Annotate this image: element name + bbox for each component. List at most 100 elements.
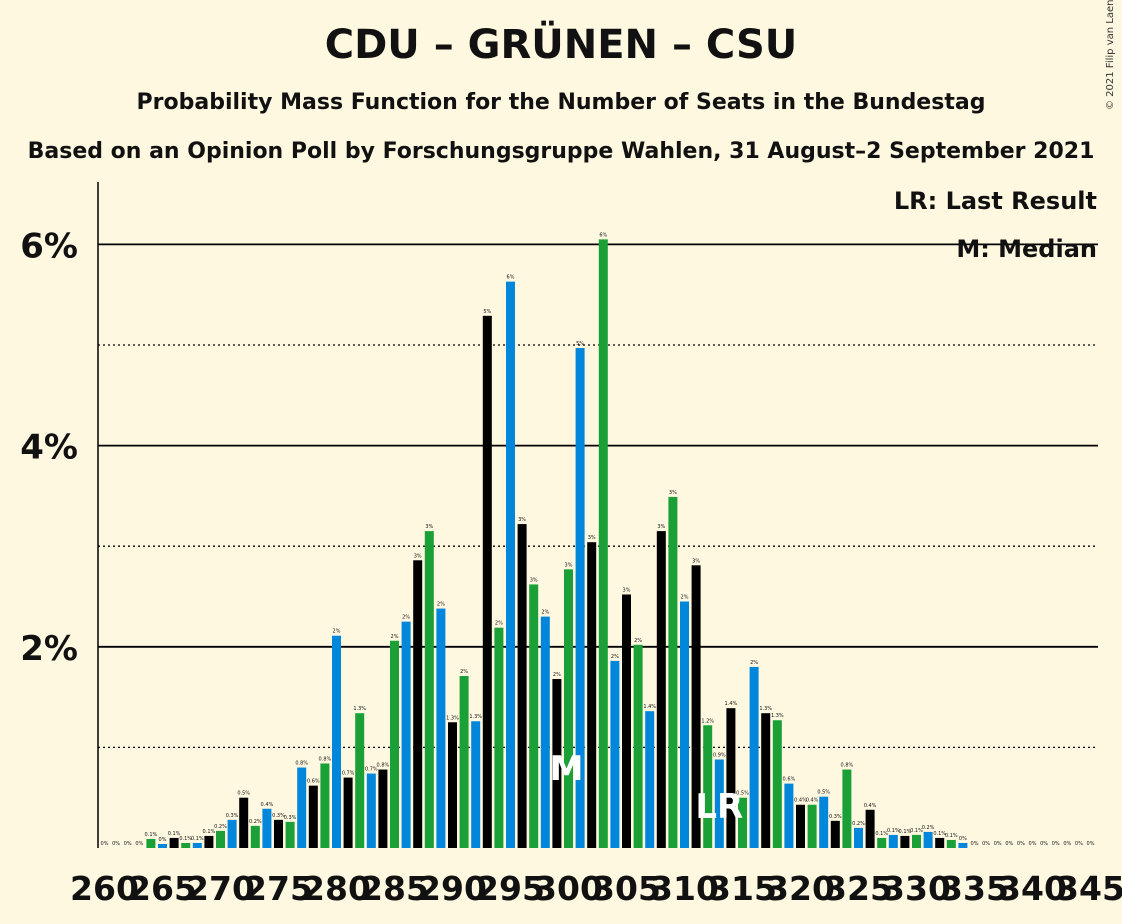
bar [807,804,817,848]
bar [622,594,631,848]
bar-value-label: 5% [576,341,584,347]
bar [749,666,759,848]
bar-value-label: 0.3% [226,813,239,819]
bar-value-label: 0.1% [899,829,912,835]
x-tick-label: 285 [360,869,429,908]
chart-source-subtitle: Based on an Opinion Poll by Forschungsgr… [27,139,1095,164]
bar [529,584,539,848]
bar-value-label: 3% [565,562,573,568]
y-tick-label: 2% [20,629,78,669]
bar [506,281,515,848]
x-tick-label: 345 [1056,869,1122,908]
bar-value-label: 0.8% [319,756,332,762]
bar-value-label: 0% [159,837,167,843]
bar-value-label: 0.1% [933,831,946,837]
bar [262,808,272,848]
bar-value-label: 0.1% [145,832,158,838]
bar-value-label: 2% [460,669,468,675]
bar-value-label: 0% [1087,841,1095,847]
bar [912,834,921,848]
bar [610,660,620,848]
x-tick-label: 295 [476,869,545,908]
bar-value-label: 0.4% [806,798,819,804]
bar-value-label: 0% [1040,841,1048,847]
bar [366,773,376,848]
bar-value-label: 1.4% [725,701,738,707]
bar-value-label: 0.1% [203,829,216,835]
bar-value-label: 1.3% [446,715,459,721]
bar-value-label: 0.8% [841,763,854,769]
bar [274,819,283,848]
bar [448,722,457,848]
bar [726,708,736,848]
bar-value-label: 0% [994,841,1002,847]
bar-value-label: 0.1% [910,828,923,834]
bar-value-label: 0% [959,836,967,842]
bar-value-label: 3% [425,524,433,530]
bar-value-label: 0% [135,841,143,847]
last-result-marker: LR [695,787,743,827]
bar-value-label: 2% [402,615,410,621]
bar-value-label: 0% [982,841,990,847]
bar [459,675,469,848]
bar [691,565,701,848]
bar [540,616,550,848]
bar-value-label: 0.7% [342,771,355,777]
bar-value-label: 0% [1017,841,1025,847]
bar [332,635,341,848]
bar [216,830,225,848]
bar-value-label: 0.1% [179,836,192,842]
bar-value-label: 0.1% [875,831,888,837]
bar [796,804,805,848]
chart-title: CDU – GRÜNEN – CSU [324,22,798,68]
bar-value-label: 0% [112,841,120,847]
bar-value-label: 0% [1063,841,1071,847]
bar [575,348,585,848]
bar-value-label: 0.1% [191,836,204,842]
bar [390,640,399,848]
bar [877,837,887,848]
bar [413,560,423,848]
bar-value-label: 1.3% [469,714,482,720]
bar-value-label: 0.4% [864,803,877,809]
bar-value-label: 2% [391,634,399,640]
bar [471,721,481,848]
bar [784,783,794,848]
bar-value-label: 6% [599,232,607,238]
bar [738,797,747,848]
bar-value-label: 0.1% [168,831,181,837]
bar [517,524,527,848]
bar [552,678,562,848]
bar [923,831,933,848]
bar [227,819,237,848]
x-tick-label: 300 [534,869,603,908]
bar-value-label: 0.8% [377,763,390,769]
bar [436,608,446,848]
bar [830,820,840,848]
grid-lines [98,243,1098,749]
bar-value-label: 3% [530,577,538,583]
x-tick-label: 265 [128,869,197,908]
bar [865,809,875,848]
bar-value-label: 0% [971,841,979,847]
axes: 2%4%6%2602652702752802852902953003053103… [20,182,1122,908]
bar [645,711,655,848]
bar-value-label: 0.9% [713,752,726,758]
bar-value-label: 1.3% [771,713,784,719]
bar [401,621,411,848]
bar [181,842,191,848]
bar [656,531,666,848]
bar-value-label: 0% [124,841,132,847]
x-tick-label: 330 [882,869,951,908]
bar-value-label: 2% [541,610,549,616]
x-tick-label: 290 [418,869,487,908]
bars [146,239,968,848]
bar-value-label: 2% [634,638,642,644]
x-tick-label: 315 [708,869,777,908]
bar-value-label: 1.3% [759,706,772,712]
bar [146,838,156,848]
x-tick-label: 320 [766,869,835,908]
bar-value-label: 0.2% [249,819,262,825]
bar-value-label: 2% [437,602,445,608]
legend-last-result: LR: Last Result [894,187,1097,215]
